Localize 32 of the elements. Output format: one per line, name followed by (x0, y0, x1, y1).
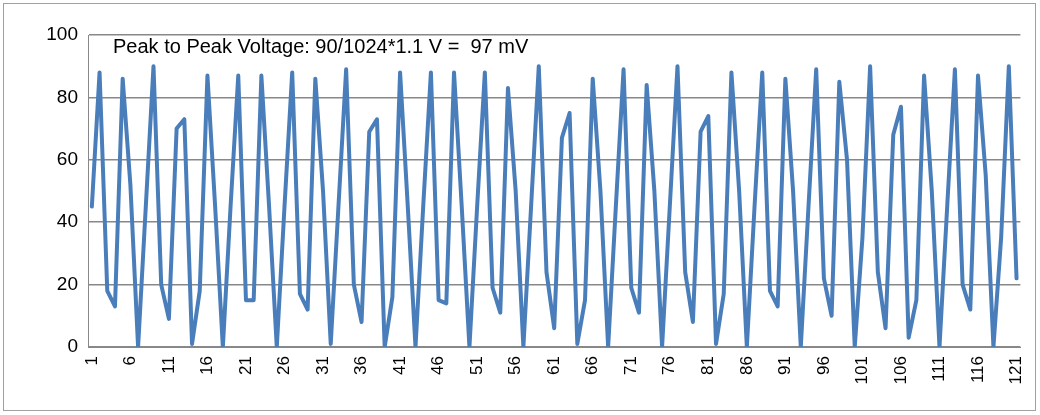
x-tick-label: 71 (620, 356, 640, 375)
x-tick-label: 26 (274, 356, 294, 375)
x-tick-label: 86 (736, 356, 756, 375)
x-tick-label: 66 (582, 356, 602, 375)
x-tick-label: 46 (428, 356, 448, 375)
x-tick-label: 21 (235, 356, 255, 375)
x-tick-label: 31 (312, 356, 332, 375)
x-tick-label: 16 (197, 356, 217, 375)
x-tick-label: 51 (466, 356, 486, 375)
x-tick-label: 6 (120, 356, 140, 366)
x-tick-label: 1 (81, 356, 101, 366)
x-tick-label: 106 (890, 356, 910, 385)
x-tick-label: 96 (813, 356, 833, 375)
y-tick-label: 100 (46, 23, 78, 45)
x-tick-label: 11 (158, 356, 178, 374)
x-tick-label: 56 (505, 356, 525, 375)
x-tick-label: 76 (659, 356, 679, 375)
x-tick-label: 121 (1006, 356, 1026, 385)
y-tick-label: 60 (56, 148, 78, 170)
annotation: Peak to Peak Voltage: 90/1024*1.1 V = 97 mV (113, 34, 529, 57)
x-tick-label: 91 (775, 356, 795, 375)
x-tick-label: 111 (929, 356, 949, 382)
x-tick-label: 116 (967, 356, 987, 384)
y-tick-label: 80 (56, 85, 78, 107)
x-tick-label: 61 (543, 356, 563, 375)
x-tick-label: 81 (698, 356, 717, 375)
x-tick-label: 36 (351, 356, 371, 375)
y-tick-label: 20 (56, 272, 78, 294)
x-tick-label: 101 (852, 356, 872, 385)
y-tick-label: 0 (67, 335, 78, 357)
x-tick-label: 41 (389, 356, 409, 375)
y-tick-label: 40 (56, 210, 78, 232)
